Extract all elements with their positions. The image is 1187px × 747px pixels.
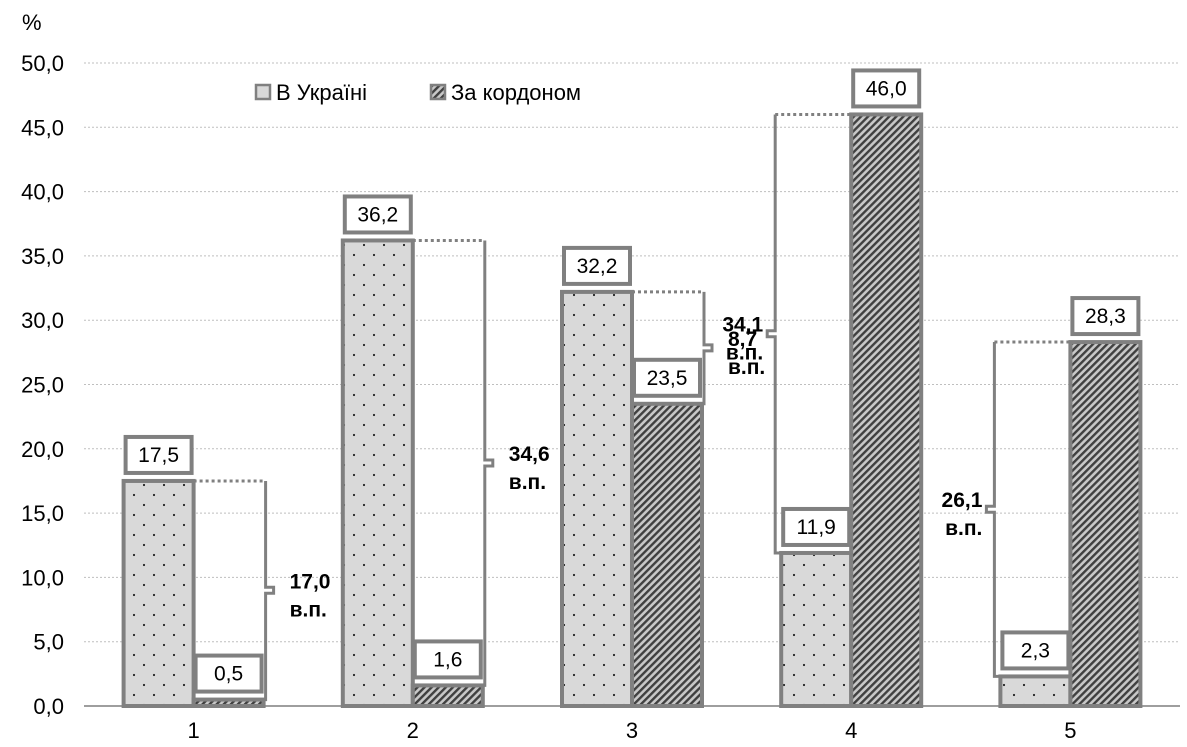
- data-label: 36,2: [357, 203, 398, 226]
- difference-unit: в.п.: [290, 598, 327, 621]
- difference-unit: в.п.: [945, 517, 982, 540]
- difference-value: 17,0: [290, 570, 331, 593]
- difference-bracket: [702, 291, 714, 406]
- y-axis-tick-labels: 0,0 5,0 10,0 15,0 20,0 25,0 30,0 35,0 40,0 45,0 50…: [21, 51, 64, 719]
- y-tick-label: 30,0: [21, 308, 64, 333]
- bar-ukraine: [121, 478, 196, 709]
- difference-bracket: [765, 114, 782, 555]
- data-label-box: [412, 639, 483, 680]
- x-axis-tick-labels: 1 2 3 4 5: [187, 718, 1076, 743]
- y-tick-label: 15,0: [21, 501, 64, 526]
- difference-unit: в.п.: [509, 471, 546, 494]
- bar-abroad: [849, 112, 924, 708]
- bar-abroad: [1068, 340, 1143, 708]
- data-label-box: [851, 68, 922, 109]
- data-label: 28,3: [1085, 305, 1126, 328]
- x-tick-label: 3: [626, 718, 638, 743]
- data-labels: 17,5 0,5 36,2 1,6 32,2 23,5 11,9 46,0 2,3 28,3: [123, 68, 1141, 694]
- bar-abroad: [410, 683, 485, 709]
- y-tick-label: 25,0: [21, 373, 64, 398]
- difference-value: 34,1: [722, 314, 763, 337]
- data-label: 17,5: [138, 444, 179, 467]
- bars: [121, 112, 1143, 709]
- data-label-box: [123, 434, 194, 475]
- difference-unit: в.п.: [728, 356, 765, 379]
- data-label: 23,5: [647, 367, 688, 390]
- legend: В Україні За кордоном: [254, 80, 581, 105]
- bar-ukraine: [998, 674, 1073, 708]
- bar-ukraine: [560, 289, 634, 708]
- bar-abroad: [630, 401, 704, 708]
- data-label-box: [193, 653, 264, 694]
- data-label-box: [781, 506, 852, 547]
- bar-abroad: [191, 697, 266, 709]
- x-tick-label: 4: [845, 718, 857, 743]
- data-label-box: [1070, 296, 1141, 337]
- data-label-box: [632, 357, 702, 398]
- data-label-box: [562, 245, 632, 286]
- difference-bracket: [482, 240, 495, 687]
- legend-label-ukraine: В Україні: [276, 80, 367, 105]
- data-label-box: [1000, 630, 1071, 671]
- legend-label-abroad: За кордоном: [451, 80, 581, 105]
- difference-bracket: [984, 342, 1001, 678]
- data-label: 2,3: [1021, 639, 1050, 662]
- data-label: 1,6: [433, 648, 462, 671]
- bar-ukraine: [779, 550, 854, 708]
- data-label: 46,0: [866, 77, 907, 100]
- difference-value: 26,1: [942, 489, 983, 512]
- x-tick-label: 5: [1064, 718, 1076, 743]
- data-label: 11,9: [797, 516, 836, 539]
- data-label: 32,2: [577, 255, 618, 278]
- legend-swatch-abroad: [429, 83, 447, 101]
- y-tick-label: 40,0: [21, 180, 64, 205]
- difference-value: 34,6: [509, 443, 550, 466]
- data-label: 0,5: [214, 663, 243, 686]
- difference-value: 8,7: [728, 328, 757, 351]
- bar-ukraine: [340, 238, 415, 709]
- y-tick-label: 45,0: [21, 115, 64, 140]
- y-axis-unit: %: [22, 10, 42, 35]
- x-tick-label: 1: [187, 718, 199, 743]
- data-label-box: [342, 194, 413, 235]
- y-tick-label: 20,0: [21, 437, 64, 462]
- difference-labels: 17,0в.п.34,6в.п.8,7в.п.34,1в.п.26,1в.п.: [290, 314, 983, 622]
- y-tick-label: 5,0: [33, 630, 64, 655]
- legend-swatch-ukraine: [254, 83, 272, 101]
- y-tick-label: 35,0: [21, 244, 64, 269]
- y-tick-label: 0,0: [33, 694, 64, 719]
- x-tick-label: 2: [407, 718, 419, 743]
- y-tick-label: 50,0: [21, 51, 64, 76]
- difference-bracket: [263, 480, 276, 702]
- difference-unit: в.п.: [726, 342, 763, 365]
- y-tick-label: 10,0: [21, 565, 64, 590]
